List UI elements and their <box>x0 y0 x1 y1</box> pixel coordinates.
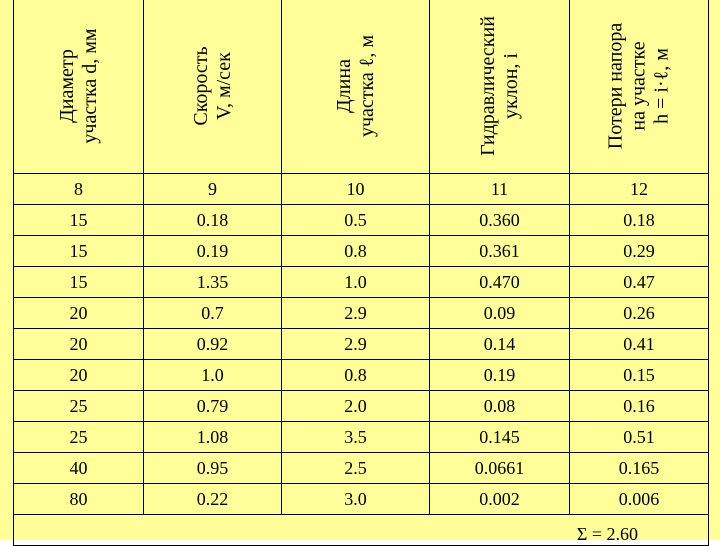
column-number: 12 <box>569 173 709 205</box>
table-row: 15 0.18 0.5 0.360 0.18 <box>13 204 709 236</box>
header-diameter: Диаметр участка d, мм <box>13 0 144 174</box>
header-length-line2: участка ℓ, м <box>355 34 378 138</box>
table-cell: 0.002 <box>429 483 570 515</box>
table-cell: 0.7 <box>143 297 282 329</box>
header-head-loss: Потери напора на участке h = i·ℓ, м <box>569 0 709 174</box>
header-velocity: Скорость V, м/сек <box>143 0 282 174</box>
header-head-loss-line3: h = i·ℓ, м <box>650 48 673 124</box>
header-length-line1: Длина <box>332 59 355 113</box>
header-head-loss-line1: Потери напора <box>604 22 627 150</box>
table-cell: 1.0 <box>143 359 282 391</box>
header-head-loss-line2: на участке <box>627 41 650 131</box>
table-cell: 0.79 <box>143 390 282 422</box>
table-cell: 0.145 <box>429 421 570 453</box>
header-length: Длина участка ℓ, м <box>281 0 430 174</box>
table-cell: 0.165 <box>569 452 709 484</box>
table-cell: 0.470 <box>429 266 570 298</box>
table-row: 20 0.7 2.9 0.09 0.26 <box>13 297 709 329</box>
table-cell: 0.16 <box>569 390 709 422</box>
table-cell: 0.95 <box>143 452 282 484</box>
table-cell: 0.08 <box>429 390 570 422</box>
table-cell: 25 <box>13 390 144 422</box>
header-velocity-line1: Скорость <box>189 46 212 126</box>
table-cell: 20 <box>13 297 144 329</box>
table-cell: 1.35 <box>143 266 282 298</box>
column-number: 11 <box>429 173 570 205</box>
table-cell: 2.9 <box>281 328 430 360</box>
table-cell: 0.09 <box>429 297 570 329</box>
header-diameter-line1: Диаметр <box>55 49 78 123</box>
table-row: 15 1.35 1.0 0.470 0.47 <box>13 266 709 298</box>
table-cell: 0.47 <box>569 266 709 298</box>
table-body: 15 0.18 0.5 0.360 0.18 15 0.19 0.8 0.361 0.29 15 1.… <box>13 204 709 515</box>
table-cell: 3.5 <box>281 421 430 453</box>
table-row: 80 0.22 3.0 0.002 0.006 <box>13 483 709 515</box>
table-cell: 1.0 <box>281 266 430 298</box>
table-cell: 0.0661 <box>429 452 570 484</box>
table-row: 15 0.19 0.8 0.361 0.29 <box>13 235 709 267</box>
table-cell: 0.360 <box>429 204 570 236</box>
table-row: 25 1.08 3.5 0.145 0.51 <box>13 421 709 453</box>
table-cell: 1.08 <box>143 421 282 453</box>
column-number: 8 <box>13 173 144 205</box>
column-number-row: 8 9 10 11 12 <box>13 173 709 205</box>
header-slope-line1: Гидравлический <box>476 16 499 156</box>
table-cell: 0.8 <box>281 235 430 267</box>
header-velocity-line2: V, м/сек <box>212 52 235 120</box>
column-number: 9 <box>143 173 282 205</box>
table-cell: 0.361 <box>429 235 570 267</box>
table-cell: 40 <box>13 452 144 484</box>
table-cell: 0.51 <box>569 421 709 453</box>
table-row: 20 1.0 0.8 0.19 0.15 <box>13 359 709 391</box>
table-cell: 0.5 <box>281 204 430 236</box>
table-cell: 2.5 <box>281 452 430 484</box>
table-cell: 2.9 <box>281 297 430 329</box>
hydraulic-table: Диаметр участка d, мм Скорость V, м/сек … <box>13 0 709 546</box>
column-number: 10 <box>281 173 430 205</box>
total-value: Σ = 2.60 <box>13 514 709 546</box>
table-cell: 0.26 <box>569 297 709 329</box>
header-row: Диаметр участка d, мм Скорость V, м/сек … <box>13 0 709 174</box>
table-cell: 25 <box>13 421 144 453</box>
table-cell: 80 <box>13 483 144 515</box>
table-cell: 0.14 <box>429 328 570 360</box>
table-cell: 15 <box>13 235 144 267</box>
table-cell: 0.006 <box>569 483 709 515</box>
table-row: 40 0.95 2.5 0.0661 0.165 <box>13 452 709 484</box>
table-cell: 0.41 <box>569 328 709 360</box>
table-cell: 0.18 <box>569 204 709 236</box>
table-cell: 0.8 <box>281 359 430 391</box>
table-cell: 15 <box>13 204 144 236</box>
total-row: Σ = 2.60 <box>13 514 709 546</box>
header-slope-line2: уклон, i <box>499 53 522 119</box>
table-row: 25 0.79 2.0 0.08 0.16 <box>13 390 709 422</box>
table-cell: 20 <box>13 359 144 391</box>
table-cell: 15 <box>13 266 144 298</box>
table-cell: 3.0 <box>281 483 430 515</box>
table-cell: 0.19 <box>143 235 282 267</box>
table-row: 20 0.92 2.9 0.14 0.41 <box>13 328 709 360</box>
table-cell: 20 <box>13 328 144 360</box>
header-slope: Гидравлический уклон, i <box>429 0 570 174</box>
table-cell: 0.29 <box>569 235 709 267</box>
table-cell: 0.19 <box>429 359 570 391</box>
table-cell: 0.15 <box>569 359 709 391</box>
table-cell: 0.92 <box>143 328 282 360</box>
header-diameter-line2: участка d, мм <box>78 28 101 144</box>
table-cell: 2.0 <box>281 390 430 422</box>
table-cell: 0.18 <box>143 204 282 236</box>
table-cell: 0.22 <box>143 483 282 515</box>
